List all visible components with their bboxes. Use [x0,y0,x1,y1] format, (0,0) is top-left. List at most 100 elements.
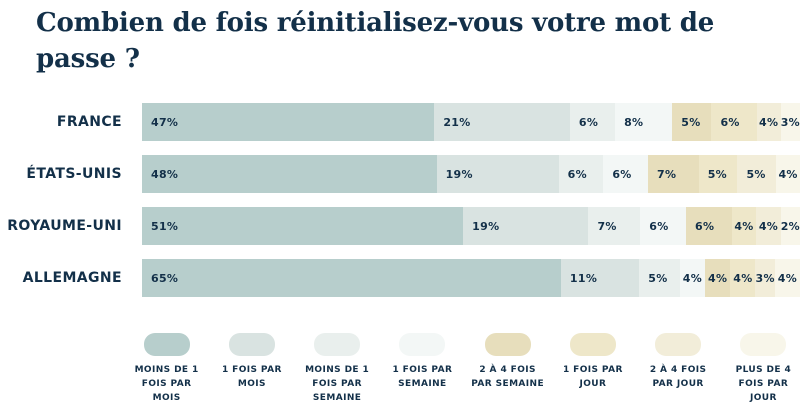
bar-row: FRANCE 47% 21% 6% 8% 5% 6% 4% 3% [0,103,800,141]
legend-label: 2 À 4 FOIS PAR SEMAINE [471,365,545,389]
legend-label: 1 FOIS PAR JOUR [562,365,623,389]
segment-value: 4% [733,271,753,285]
segment-value: 4% [778,167,798,181]
legend-label: MOINS DE 1 FOIS PAR MOIS [134,365,199,403]
bar-segment: 6% [569,103,616,141]
segment-value: 6% [567,167,587,181]
segment-value: 6% [695,219,715,233]
legend-item: 1 FOIS PAR JOUR [550,333,635,406]
segment-value: 4% [734,219,754,233]
bar-row: ALLEMAGNE 65% 11% 5% 4% 4% 4% 3% 4% [0,259,800,297]
legend-label: MOINS DE 1 FOIS PAR SEMAINE [305,365,370,403]
segment-value: 19% [472,219,500,233]
segment-value: 5% [707,167,727,181]
bar-segment: 4% [776,155,800,193]
bar-segment: 6% [640,207,687,245]
stacked-bar: 51% 19% 7% 6% 6% 4% 4% 2% [142,207,800,245]
legend-label: 1 FOIS PAR MOIS [221,365,282,389]
bar-segment: 7% [588,207,641,245]
legend-swatch [143,333,190,356]
segment-value: 7% [597,219,617,233]
category-label: ALLEMAGNE [22,270,122,286]
segment-value: 48% [151,167,179,181]
legend-item: 2 À 4 FOIS PAR SEMAINE [465,333,550,406]
legend-label: PLUS DE 4 FOIS PAR JOUR [735,365,792,403]
bar-segment: 3% [780,103,800,141]
segment-value: 5% [746,167,766,181]
bar-segment: 6% [603,155,649,193]
segment-value: 4% [759,115,779,129]
chart-title: Combien de fois réinitialisez-vous votre… [36,8,715,74]
segment-value: 3% [755,271,775,285]
segment-value: 5% [681,115,701,129]
bar-segment: 11% [560,259,640,297]
bar-segment: 2% [780,207,800,245]
segment-value: 5% [648,271,668,285]
category-label: FRANCE [56,114,122,130]
segment-value: 3% [780,115,800,129]
segment-value: 8% [624,115,644,129]
legend-label: 1 FOIS PAR SEMAINE [392,365,453,389]
segment-value: 19% [445,167,473,181]
segment-value: 65% [151,271,179,285]
stacked-bar: 47% 21% 6% 8% 5% 6% 4% 3% [142,103,800,141]
segment-value: 21% [443,115,471,129]
segment-value: 6% [578,115,599,129]
legend-swatch [484,333,531,356]
legend-swatch [740,333,787,356]
bar-segment: 7% [648,155,699,193]
segment-value: 7% [657,167,677,181]
bar-segment: 4% [731,207,757,245]
segment-value: 6% [612,167,632,181]
legend-item: 1 FOIS PAR SEMAINE [380,333,465,406]
legend-swatch [569,333,616,356]
bar-row: ÉTATS-UNIS 48% 19% 6% 6% 7% 5% 5% 4% [0,155,800,193]
bar-segment: 51% [142,207,464,245]
chart-legend: MOINS DE 1 FOIS PAR MOIS 1 FOIS PAR MOIS M… [124,333,806,406]
bar-segment: 4% [730,259,756,297]
legend-swatch [655,333,702,356]
segment-value: 4% [777,271,798,285]
bar-segment: 5% [698,155,738,193]
bar-segment: 6% [711,103,757,141]
bar-segment: 8% [615,103,673,141]
bar-segment: 47% [142,103,435,141]
legend-label: 2 À 4 FOIS PAR JOUR [649,365,707,389]
segment-value: 6% [720,115,740,129]
bar-segment: 4% [774,259,800,297]
category-label: ROYAUME-UNI [7,218,122,234]
segment-value: 11% [569,271,598,285]
bar-segment: 65% [142,259,561,297]
legend-swatch [228,333,275,356]
bar-segment: 21% [434,103,570,141]
category-label: ÉTATS-UNIS [26,166,122,182]
bar-segment: 5% [672,103,712,141]
bar-segment: 4% [756,103,781,141]
bar-segment: 48% [142,155,437,193]
segment-value: 4% [708,271,728,285]
bar-segment: 3% [755,259,775,297]
legend-item: PLUS DE 4 FOIS PAR JOUR [721,333,806,406]
segment-value: 6% [649,219,669,233]
legend-item: 2 À 4 FOIS PAR JOUR [636,333,721,406]
segment-value: 51% [151,219,179,233]
bar-segment: 19% [436,155,559,193]
segment-value: 47% [151,115,179,129]
segment-value: 4% [682,271,703,285]
bar-rows: FRANCE 47% 21% 6% 8% 5% 6% 4% 3% ÉTATS-UNIS 48% 19%… [0,103,800,311]
legend-swatch [399,333,446,356]
segment-value: 2% [780,219,800,233]
bar-segment: 4% [705,259,731,297]
bar-row: ROYAUME-UNI 51% 19% 7% 6% 6% 4% 4% 2% [0,207,800,245]
bar-segment: 6% [686,207,732,245]
stacked-bar: 65% 11% 5% 4% 4% 4% 3% 4% [142,259,800,297]
bar-segment: 19% [463,207,589,245]
bar-segment: 4% [756,207,781,245]
segment-value: 4% [758,219,779,233]
stacked-bar: 48% 19% 6% 6% 7% 5% 5% 4% [142,155,800,193]
bar-segment: 6% [558,155,604,193]
bar-segment: 5% [737,155,777,193]
legend-item: 1 FOIS PAR MOIS [209,333,294,406]
legend-swatch [314,333,361,356]
